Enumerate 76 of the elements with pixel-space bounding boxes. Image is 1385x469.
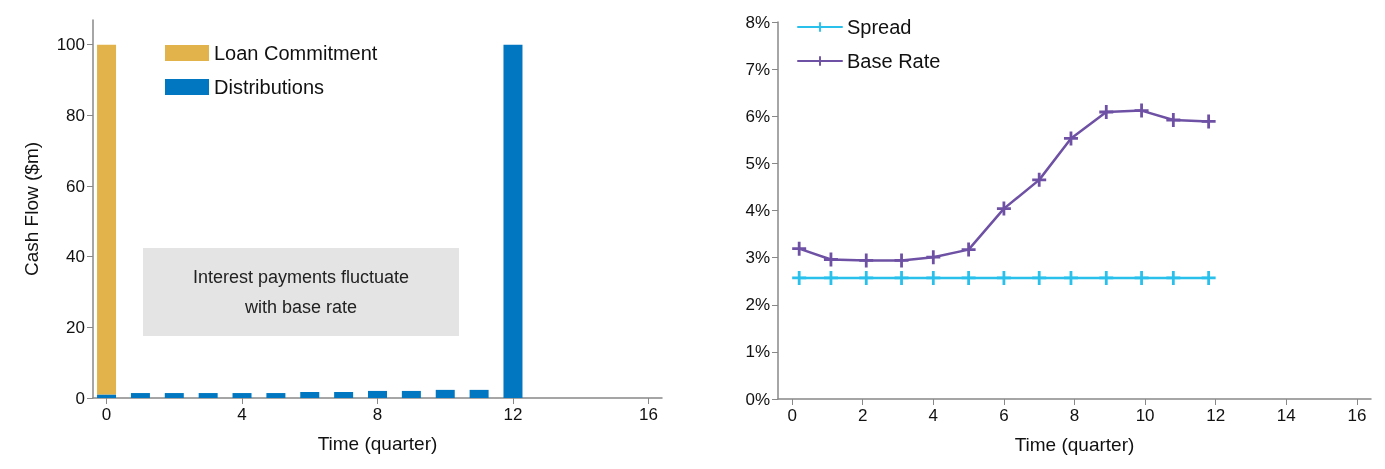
x-tick-label: 0 bbox=[101, 405, 112, 424]
legend-label: Spread bbox=[847, 16, 912, 38]
point bbox=[823, 270, 838, 285]
point bbox=[823, 252, 838, 267]
point bbox=[926, 250, 941, 265]
bar bbox=[164, 393, 184, 398]
x-tick-label: 8 bbox=[372, 405, 383, 424]
y-tick-label: 3% bbox=[745, 248, 770, 268]
y-axis-title: Cash Flow ($m) bbox=[21, 141, 42, 277]
y-tick-label: 1% bbox=[745, 342, 770, 362]
x-tick-label: 14 bbox=[1276, 406, 1296, 425]
point bbox=[859, 270, 874, 285]
bar bbox=[401, 390, 421, 398]
y-tick-label: 100 bbox=[56, 35, 85, 55]
legend-label: Distributions bbox=[214, 76, 325, 98]
bar bbox=[266, 393, 286, 398]
x-axis-title: Time (quarter) bbox=[1014, 434, 1135, 455]
point bbox=[792, 270, 807, 285]
point bbox=[1063, 270, 1078, 285]
bar bbox=[334, 391, 354, 398]
y-tick-label: 2% bbox=[745, 295, 770, 315]
point bbox=[1201, 270, 1216, 285]
x-tick-label: 10 bbox=[1135, 406, 1155, 425]
point bbox=[792, 241, 807, 256]
point bbox=[961, 242, 976, 257]
y-tick-label: 6% bbox=[745, 106, 770, 126]
x-tick-label: 8 bbox=[1069, 406, 1080, 425]
y-tick-label: 60 bbox=[66, 176, 85, 196]
y-tick-label: 4% bbox=[745, 201, 770, 220]
point bbox=[1032, 270, 1047, 285]
bar bbox=[300, 391, 320, 398]
point bbox=[859, 253, 874, 268]
y-tick-label: 0% bbox=[745, 389, 770, 409]
point bbox=[1099, 105, 1114, 120]
point bbox=[894, 270, 909, 285]
x-tick-label: 2 bbox=[857, 406, 868, 425]
x-tick-label: 12 bbox=[503, 405, 523, 424]
point bbox=[996, 270, 1011, 285]
point bbox=[1166, 113, 1181, 128]
y-tick-label: 5% bbox=[745, 153, 770, 173]
point bbox=[1166, 270, 1181, 285]
point bbox=[1099, 270, 1114, 285]
y-tick-label: 0 bbox=[75, 388, 85, 408]
point bbox=[894, 253, 909, 268]
bar bbox=[232, 393, 252, 398]
x-tick-label: 16 bbox=[1347, 406, 1367, 425]
legend-label: Loan Commitment bbox=[214, 42, 378, 64]
bar bbox=[97, 44, 117, 395]
x-tick-label: 4 bbox=[237, 405, 247, 424]
bar bbox=[130, 393, 150, 398]
x-tick-label: 16 bbox=[638, 405, 658, 424]
bar bbox=[469, 389, 489, 398]
point bbox=[961, 270, 976, 285]
point bbox=[1201, 114, 1216, 129]
point bbox=[1134, 103, 1149, 118]
bar bbox=[198, 393, 218, 398]
y-tick-label: 8% bbox=[745, 12, 770, 32]
point bbox=[926, 270, 941, 285]
y-tick-label: 7% bbox=[745, 59, 770, 79]
bar bbox=[368, 390, 387, 398]
bar bbox=[435, 389, 455, 398]
legend-label: Base Rate bbox=[847, 50, 941, 72]
y-tick-label: 40 bbox=[66, 247, 85, 267]
x-tick-label: 6 bbox=[999, 406, 1009, 425]
y-tick-label: 80 bbox=[66, 105, 85, 125]
point bbox=[1032, 172, 1047, 187]
point bbox=[996, 201, 1011, 216]
bar bbox=[503, 44, 523, 398]
y-tick-label: 20 bbox=[66, 317, 85, 337]
x-tick-label: 4 bbox=[928, 406, 939, 425]
bar bbox=[97, 394, 117, 398]
x-tick-label: 0 bbox=[787, 406, 797, 425]
x-tick-label: 12 bbox=[1206, 406, 1226, 425]
point bbox=[1134, 270, 1149, 285]
x-axis-title: Time (quarter) bbox=[317, 433, 438, 454]
point bbox=[1063, 131, 1078, 146]
